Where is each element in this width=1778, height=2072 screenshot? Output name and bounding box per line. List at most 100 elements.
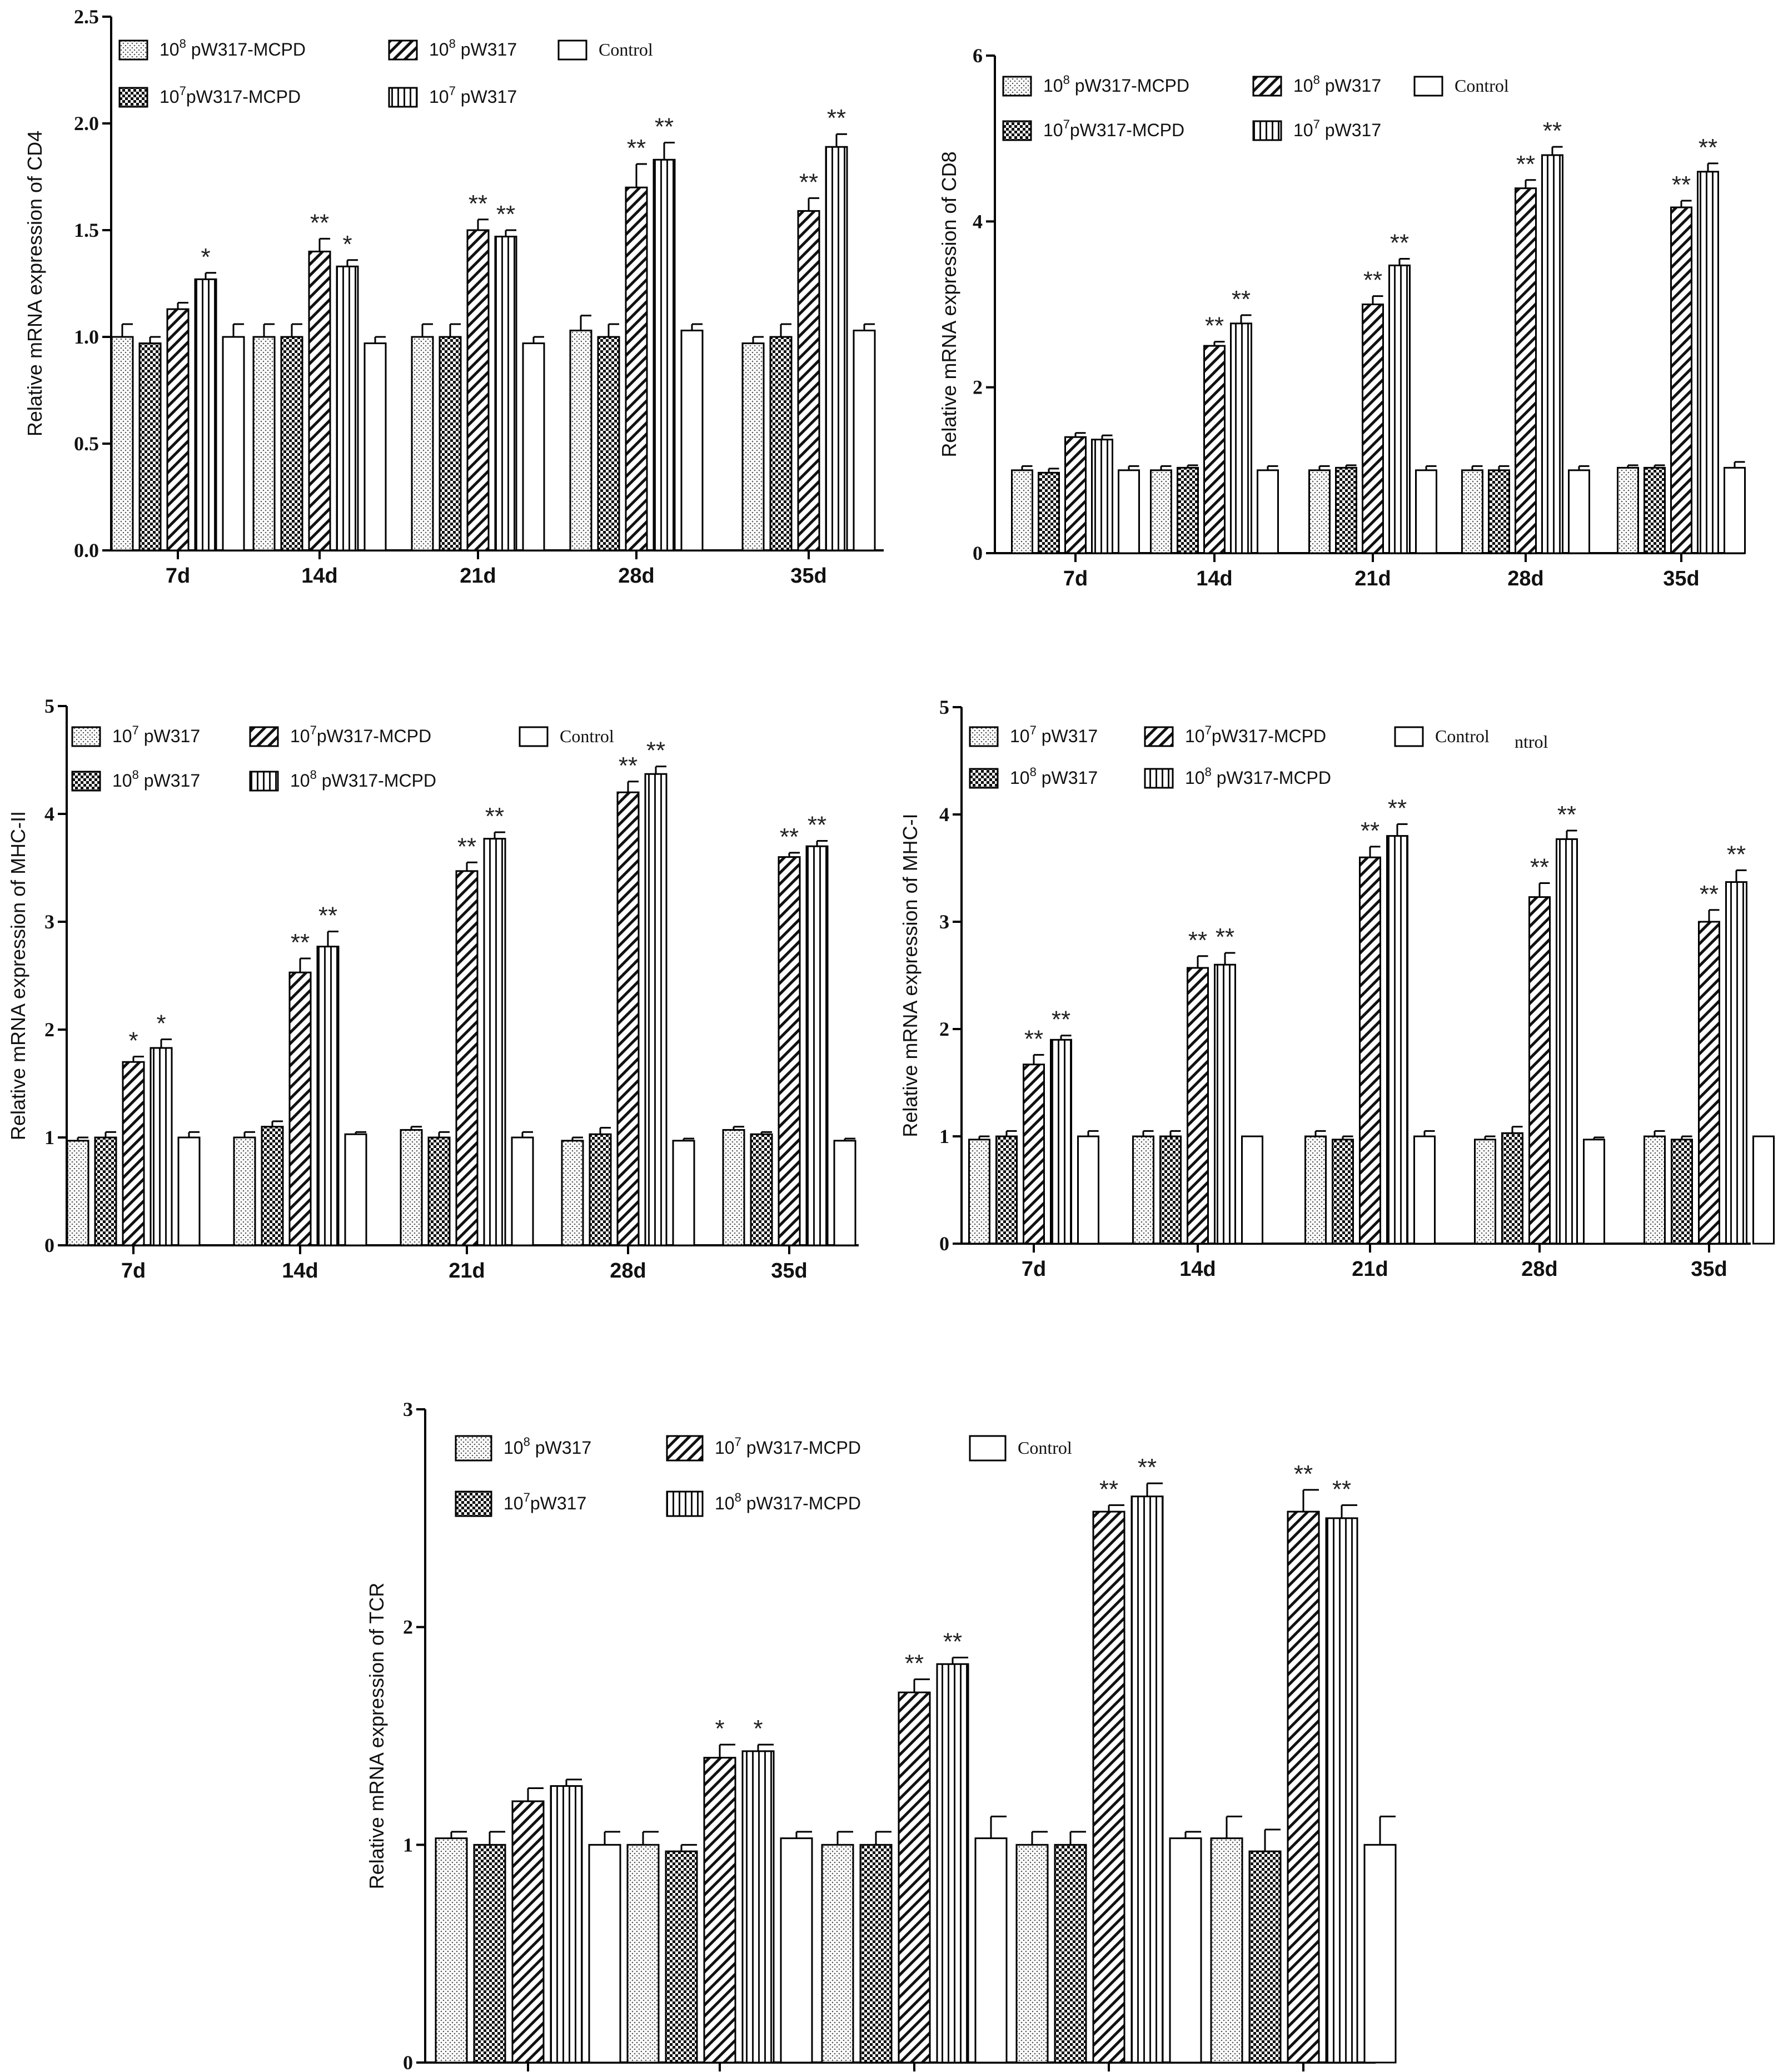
significance-label: ** (1700, 881, 1719, 908)
y-tick-label: 3 (403, 1398, 413, 1420)
bar (1257, 469, 1279, 554)
significance-label: ** (1138, 1454, 1157, 1481)
legend-label: 108 pW317-MCPD (1043, 73, 1189, 96)
x-tick-label: 28d (610, 1259, 646, 1283)
significance-label: * (753, 1715, 763, 1742)
significance-label: ** (627, 135, 646, 162)
legend-label: 108 pW317-MCPD (715, 1490, 861, 1513)
bar (511, 1800, 545, 2064)
bar (400, 1129, 423, 1246)
legend-swatch (1252, 76, 1282, 97)
significance-label: ** (1099, 1475, 1118, 1503)
legend-swatch (118, 39, 148, 61)
bar (589, 1133, 612, 1246)
legend-item: 107pW317-MCPD (1144, 723, 1326, 747)
legend-swatch (1252, 120, 1282, 141)
legend-label: 107 pW317 (1010, 723, 1098, 746)
significance-label: ** (485, 803, 504, 830)
legend-label: Control (560, 726, 614, 746)
bar (833, 1140, 856, 1246)
bar (995, 1135, 1018, 1245)
bar (427, 1136, 451, 1246)
bar (974, 1837, 1008, 2064)
y-tick-label: 2.0 (74, 112, 99, 135)
significance-label: * (715, 1715, 724, 1742)
significance-label: ** (496, 201, 515, 228)
bar (616, 791, 640, 1246)
legend-swatch (1144, 726, 1174, 747)
legend-item: 108 pW317 (388, 37, 517, 61)
bar (1214, 963, 1236, 1245)
x-tick-label: 35d (1663, 567, 1699, 590)
bar (166, 308, 190, 551)
bar (778, 856, 801, 1246)
legend-label: 107pW317-MCPD (160, 84, 301, 107)
y-axis-label: Relative mRNA expression of CD8 (938, 151, 960, 457)
bar (653, 158, 676, 551)
bar (280, 336, 303, 551)
bar (336, 265, 359, 551)
bar (1064, 436, 1087, 554)
legend-swatch (519, 726, 549, 747)
bar (588, 1844, 621, 2064)
x-tick-label: 28d (1521, 1258, 1557, 1281)
bar (1643, 466, 1666, 554)
y-tick-label: 2 (44, 1018, 54, 1041)
bar (1413, 1135, 1436, 1245)
significance-label: ** (1672, 171, 1691, 198)
legend-label: 107 pW317 (1293, 117, 1381, 140)
bar (936, 1663, 969, 2064)
x-tick-label: 14d (1196, 567, 1232, 590)
bar (439, 336, 462, 551)
bar (1130, 1495, 1164, 2064)
bar (741, 342, 765, 551)
legend-label: 108 pW317 (1293, 73, 1381, 96)
bar (1230, 322, 1252, 554)
legend-item: 108 pW317 (969, 765, 1098, 789)
bar (261, 1126, 284, 1246)
bar (194, 278, 217, 551)
x-tick-label: 7d (121, 1259, 146, 1283)
chart-mhc2: 0 1 2 3 4 5 Relative mRNA expression of MHC-II… (7, 695, 859, 1283)
legend-swatch (1002, 76, 1032, 97)
legend-swatch (388, 87, 418, 108)
legend-swatch (969, 768, 999, 789)
y-tick-label: 0 (973, 542, 983, 564)
bar (1332, 1139, 1354, 1245)
legend-item: 108 pW317-MCPD (666, 1490, 861, 1517)
bar (1583, 1139, 1605, 1245)
bar (138, 342, 162, 551)
x-tick-label: 35d (771, 1259, 807, 1283)
legend-item: 107 pW317 (388, 84, 517, 108)
bar (1177, 466, 1199, 554)
legend-swatch (969, 726, 999, 747)
bar (1643, 1135, 1666, 1245)
x-tick-label: 7d (1022, 1258, 1046, 1281)
bar (1210, 1837, 1243, 2064)
bar (308, 250, 331, 551)
bar (1187, 967, 1209, 1245)
significance-label: ** (1205, 312, 1224, 340)
bar (1724, 466, 1746, 554)
bar (644, 773, 668, 1246)
significance-label: ** (1388, 794, 1407, 822)
legend-item: 108 pW317-MCPD (118, 37, 306, 61)
y-axis-label: Relative mRNA expression of CD4 (23, 131, 46, 436)
bar (1248, 1850, 1282, 2064)
bar (411, 336, 434, 551)
bar (1568, 469, 1590, 554)
significance-label: ** (780, 823, 799, 851)
bar (466, 229, 490, 551)
bar (1169, 1837, 1202, 2064)
significance-label: ** (1557, 801, 1576, 828)
legend-label: 108 pW317-MCPD (1185, 765, 1331, 788)
significance-label: ** (1216, 923, 1234, 951)
significance-label: ** (1188, 927, 1207, 954)
bar (1556, 838, 1578, 1245)
bar (1132, 1135, 1154, 1245)
bar (1050, 1039, 1072, 1245)
bar (1541, 154, 1563, 554)
y-tick-label: 5 (44, 695, 54, 717)
legend-swatch (455, 1490, 492, 1517)
